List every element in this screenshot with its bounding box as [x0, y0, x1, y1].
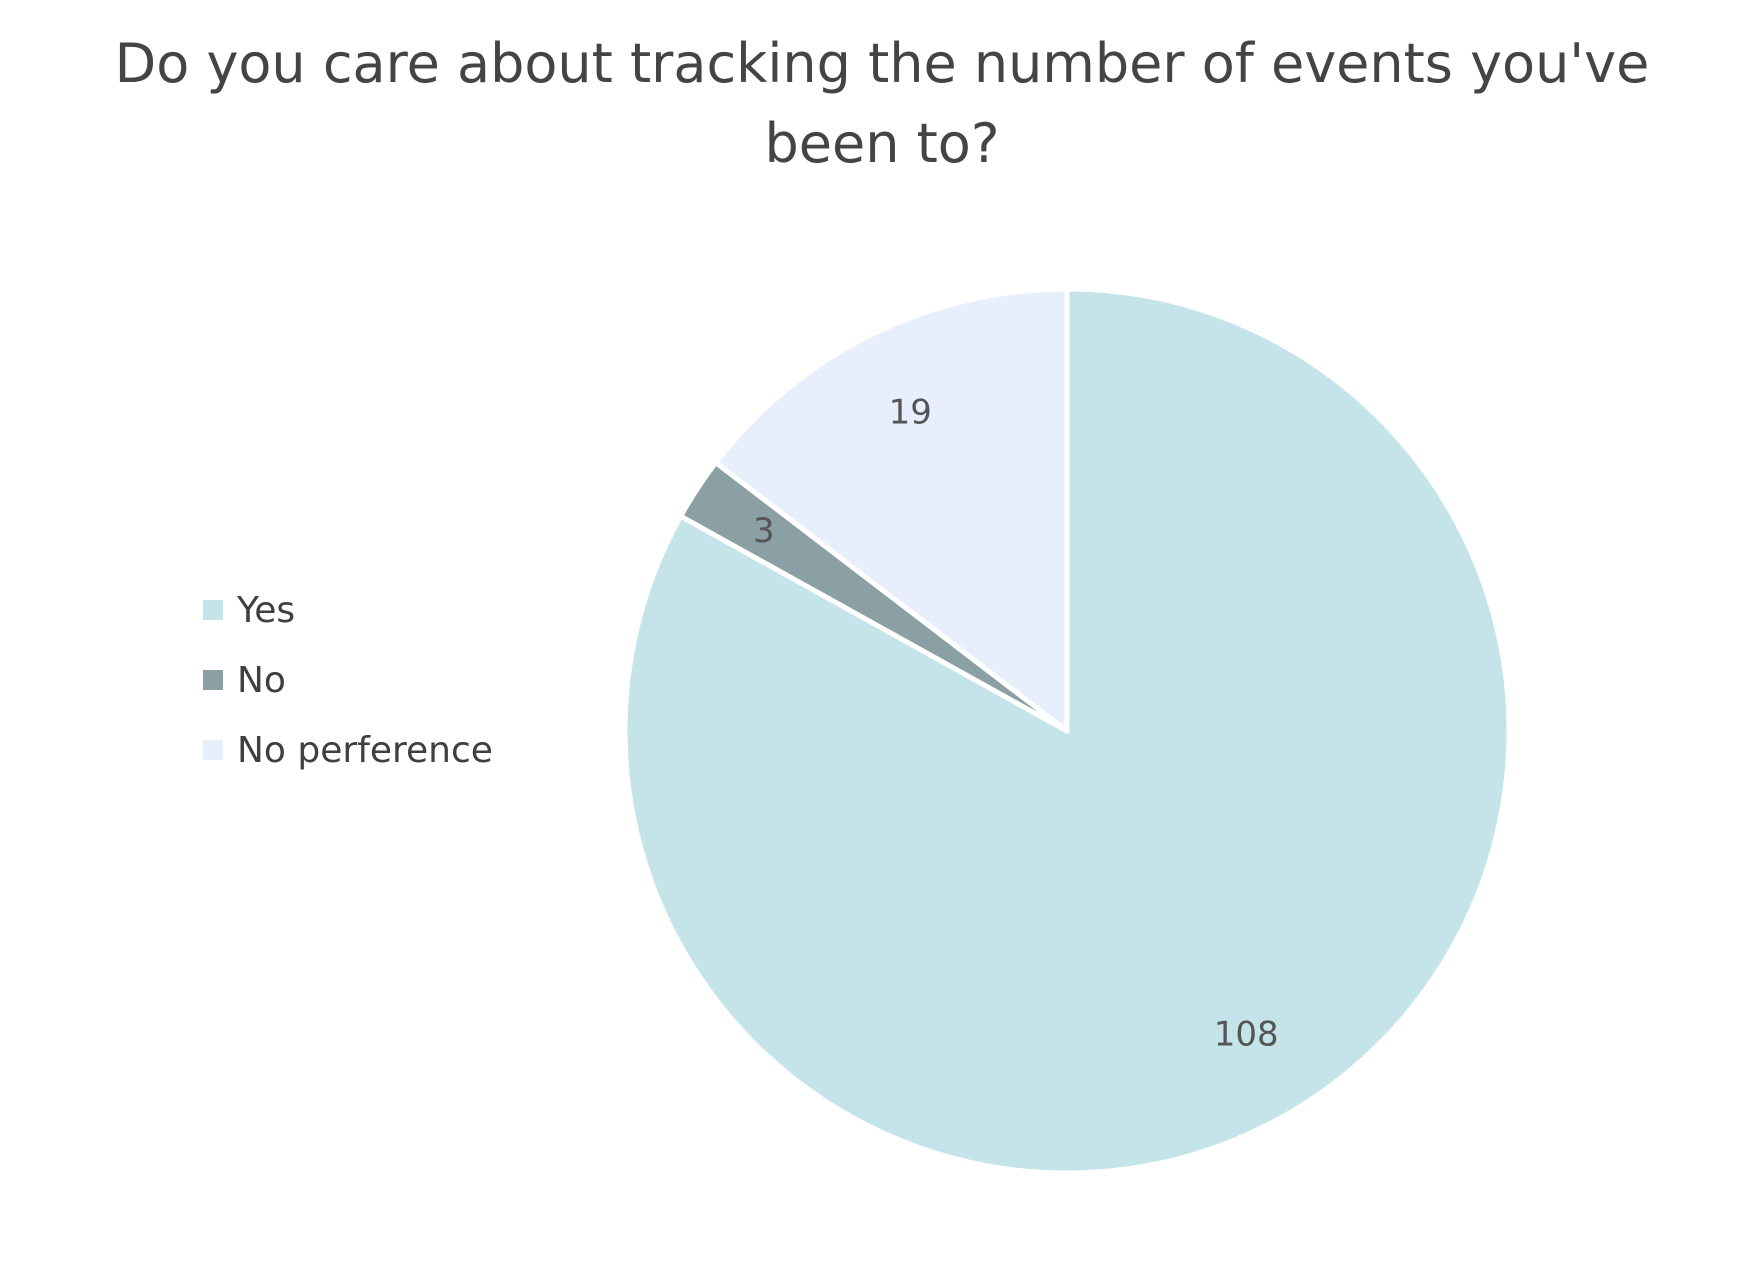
- data-label-no-preference: 19: [889, 393, 932, 433]
- legend-label-no: No: [237, 659, 286, 701]
- pie-slice-no-preference: [713, 286, 1070, 734]
- legend-swatch-no: [203, 670, 223, 690]
- pie-slice-yes: [622, 286, 1512, 1176]
- legend-label-yes: Yes: [237, 589, 296, 631]
- legend-item-no-preference: No perference: [203, 715, 563, 785]
- chart-title: Do you care about tracking the number of…: [114, 32, 1650, 175]
- chart-legend: Yes No No perference: [203, 575, 563, 785]
- legend-label-no-preference: No perference: [237, 729, 493, 771]
- legend-swatch-no-preference: [203, 740, 223, 760]
- legend-item-yes: Yes: [203, 575, 563, 645]
- legend-item-no: No: [203, 645, 563, 715]
- legend-swatch-yes: [203, 600, 223, 620]
- data-label-no: 3: [753, 511, 775, 551]
- data-label-yes: 108: [1214, 1014, 1279, 1054]
